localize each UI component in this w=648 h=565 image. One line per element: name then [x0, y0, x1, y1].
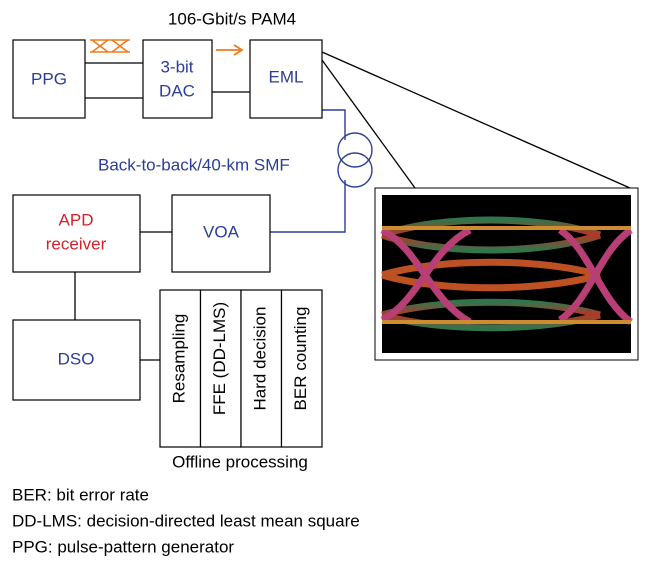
box: [143, 40, 212, 118]
processing-step-label: FFE (DD-LMS): [210, 302, 229, 415]
abbreviation: DD-LMS: decision-directed least mean squ…: [12, 511, 360, 530]
node-label: PPG: [31, 69, 67, 88]
node-label: DSO: [58, 349, 95, 368]
fiber-coil: [338, 153, 372, 187]
node-label: receiver: [46, 234, 107, 253]
node-label: DAC: [159, 81, 195, 100]
node-label: VOA: [203, 222, 240, 241]
zoom-line: [322, 60, 415, 188]
abbreviation: PPG: pulse-pattern generator: [12, 537, 234, 556]
title: 106-Gbit/s PAM4: [168, 9, 296, 28]
processing-step-label: BER counting: [291, 307, 310, 411]
arrow: [216, 45, 242, 55]
fiber-label: Back-to-back/40-km SMF: [98, 155, 290, 174]
page: {"title": "106-Gbit/s PAM4", "nodes": [ …: [0, 0, 648, 560]
processing: Resampling FFE (DD-LMS) Hard decision BER c…: [160, 290, 322, 447]
abbreviation: BER: bit error rate: [12, 485, 149, 504]
processing-step-label: Resampling: [170, 314, 189, 404]
node-label: EML: [269, 67, 304, 86]
processing-caption: Offline processing: [172, 452, 308, 471]
fiber-coil: [338, 133, 372, 167]
diagram: 106-Gbit/s PAM4 Back-to-back/40-km SMF P…: [0, 0, 648, 560]
node-label: 3-bit: [160, 57, 193, 76]
processing-step-label: Hard decision: [251, 307, 270, 411]
zoom-line: [322, 52, 630, 188]
signal-symbol: [90, 40, 130, 52]
node-label: APD: [59, 210, 94, 229]
